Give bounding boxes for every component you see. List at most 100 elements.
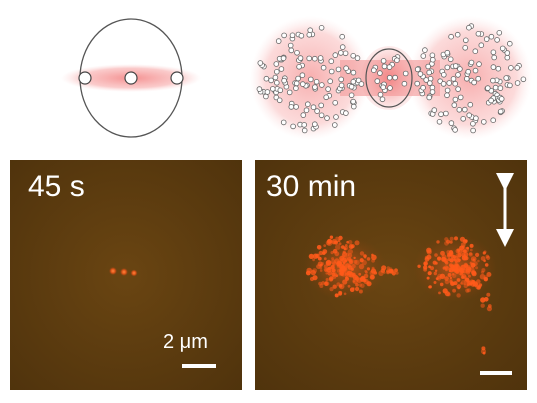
fluorescent-spot [331, 257, 335, 261]
schematic-bead [465, 68, 472, 75]
fluorescent-spot [350, 245, 354, 249]
schematic-bead [377, 70, 383, 76]
schematic-bead [306, 31, 313, 38]
schematic-bead [269, 86, 276, 92]
fluorescent-spot [332, 261, 337, 266]
schematic-bead [297, 55, 304, 61]
fluorescent-spot [327, 267, 331, 271]
fluorescent-spot [325, 260, 332, 266]
schematic-bead [438, 111, 444, 118]
fluorescent-spot [351, 264, 356, 269]
schematic-bead [455, 72, 461, 78]
schematic-bead [414, 80, 421, 87]
scale-bar-early [182, 364, 216, 368]
schematic-bead [470, 127, 476, 134]
time-label-early: 45 s [28, 170, 85, 203]
schematic-bead [429, 89, 436, 95]
schematic-bead [451, 102, 458, 108]
fluorescent-spot [363, 273, 369, 279]
schematic-bead [492, 84, 499, 91]
fluorescent-spot [366, 257, 371, 261]
schematic-bead [429, 56, 436, 63]
schematic-bead [272, 74, 279, 81]
fluorescent-spot [430, 266, 434, 271]
fluorescent-spot [444, 240, 449, 246]
fluorescent-spot [452, 273, 455, 276]
schematic-bead [339, 33, 346, 40]
schematic-bead [381, 63, 388, 70]
schematic-bead [440, 81, 447, 87]
schematic-bead [288, 104, 295, 110]
schematic-bead [307, 76, 314, 83]
schematic-bead [264, 89, 271, 95]
fluorescent-spot [470, 256, 477, 262]
fluorescent-spot [366, 267, 370, 271]
fluorescent-spot [331, 272, 336, 277]
fluorescent-spot [347, 248, 353, 255]
schematic-bead [318, 112, 325, 119]
fluorescent-spot [326, 240, 333, 246]
schematic-bead [490, 117, 497, 123]
schematic-bead [448, 120, 455, 126]
schematic-bead [332, 100, 339, 106]
fluorescent-spot [347, 265, 353, 270]
fluorescent-spot [481, 268, 486, 273]
schematic-bead [348, 92, 355, 99]
schematic-bead [374, 78, 381, 84]
schematic-bead [313, 79, 320, 85]
fluorescent-spot [345, 272, 349, 276]
schematic-bead [263, 93, 269, 100]
fluorescent-spot [327, 271, 332, 276]
schematic-bead [450, 76, 457, 82]
fluorescent-spot [336, 261, 342, 267]
schematic-bead [386, 74, 393, 81]
schematic-bead [491, 54, 498, 61]
schematic-bead [311, 121, 318, 127]
fluorescent-spot [325, 278, 329, 282]
fluorescent-spot [352, 287, 355, 290]
fluorescent-spot [456, 284, 462, 289]
fluorescent-spot [312, 268, 318, 274]
fluorescent-spot [316, 245, 322, 250]
schematic-bead [280, 119, 287, 126]
fluorescent-spot [460, 269, 464, 274]
schematic-bead [462, 44, 469, 51]
schematic-bead [475, 75, 482, 82]
fluorescent-spot [455, 248, 461, 254]
fluorescent-spot [359, 251, 365, 256]
schematic-bead [463, 76, 470, 82]
fluorescent-spot [426, 247, 432, 253]
schematic-bead [350, 103, 357, 110]
fluorescent-spot [324, 281, 328, 284]
fluorescent-spot [434, 253, 438, 257]
fluorescent-spot [466, 246, 469, 250]
schematic-bead [124, 71, 138, 85]
schematic-bead [452, 127, 458, 133]
scale-bar-label: 2 μm [163, 331, 208, 353]
schematic-bead [447, 56, 454, 63]
fluorescent-spot [378, 270, 384, 276]
schematic-bead [471, 79, 477, 86]
fluorescent-spot [330, 259, 336, 265]
fluorescent-spot [338, 292, 342, 296]
micrograph-late [255, 160, 527, 390]
fluorescent-spot [475, 252, 480, 257]
fluorescent-spot [480, 297, 486, 303]
schematic-bead [298, 32, 305, 39]
schematic-bead [499, 45, 506, 52]
fluorescent-spot [335, 240, 338, 244]
fluorescent-spot [336, 282, 341, 287]
schematic-bead [454, 31, 461, 38]
schematic-bead [280, 55, 287, 61]
schematic-bead [473, 115, 479, 121]
fluorescent-spot [449, 236, 454, 241]
fluorescent-spot [345, 276, 348, 279]
schematic-bead [273, 69, 280, 75]
fluorescent-spot [480, 303, 485, 308]
schematic-bead [348, 84, 355, 90]
schematic-bead [304, 101, 311, 107]
fluorescent-spot [438, 291, 441, 295]
schematic-bead [497, 108, 504, 115]
